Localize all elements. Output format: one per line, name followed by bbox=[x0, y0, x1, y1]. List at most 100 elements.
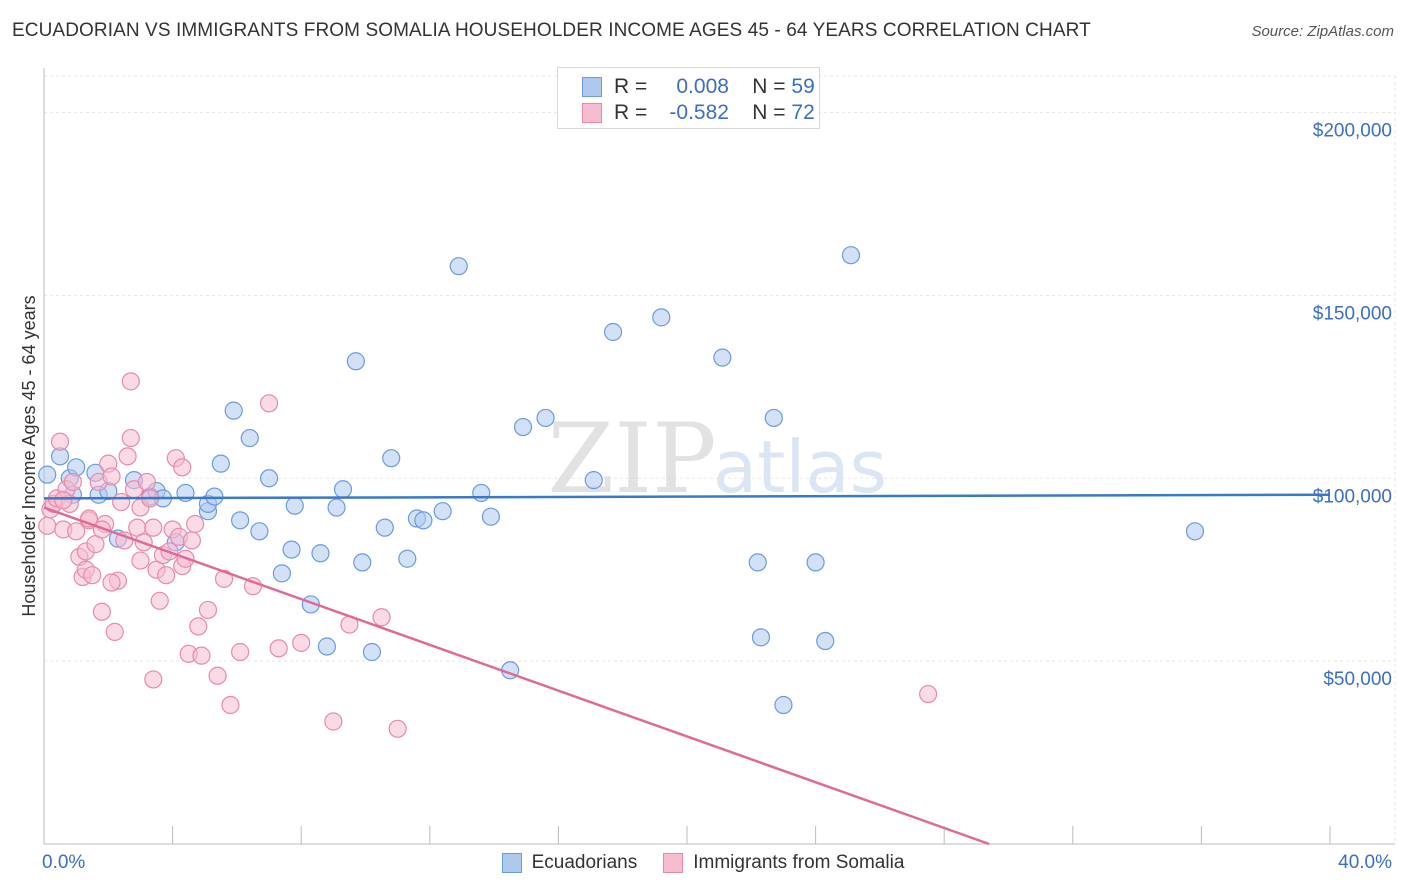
watermark-zip: ZIP bbox=[547, 403, 716, 515]
point-somalia bbox=[150, 591, 169, 610]
y-axis-label: Householder Income Ages 45 - 64 years bbox=[19, 295, 39, 616]
point-ecuadorian bbox=[333, 480, 353, 499]
n-value: 72 bbox=[791, 101, 815, 124]
point-somalia bbox=[54, 491, 73, 510]
point-somalia bbox=[63, 472, 83, 492]
point-ecuadorian bbox=[652, 308, 671, 327]
point-ecuadorian bbox=[472, 483, 491, 503]
watermark: ZIP atlas bbox=[547, 403, 887, 515]
point-somalia bbox=[92, 602, 111, 621]
n-label: N = bbox=[752, 75, 786, 98]
y-tick-label: $150,000 bbox=[1313, 303, 1392, 324]
point-ecuadorian bbox=[311, 544, 330, 563]
point-ecuadorian bbox=[224, 401, 243, 420]
point-somalia bbox=[112, 492, 131, 512]
series-somalia bbox=[38, 372, 938, 738]
y-tick-label: $200,000 bbox=[1313, 121, 1392, 142]
point-somalia bbox=[231, 642, 250, 662]
point-somalia bbox=[121, 372, 140, 391]
point-somalia bbox=[102, 573, 121, 592]
point-somalia bbox=[144, 518, 163, 537]
correlation-legend: R = 0.008 N = 59 R = -0.582 N = 72 bbox=[557, 67, 820, 129]
chart-title: ECUADORIAN VS IMMIGRANTS FROM SOMALIA HO… bbox=[12, 20, 1091, 41]
legend-label: Immigrants from Somalia bbox=[693, 852, 905, 873]
point-somalia bbox=[292, 633, 311, 652]
source-label: Source: ZipAtlas.com bbox=[1251, 23, 1394, 40]
point-ecuadorian bbox=[398, 549, 417, 568]
point-ecuadorian bbox=[285, 496, 304, 515]
point-somalia bbox=[105, 622, 124, 641]
point-ecuadorian bbox=[231, 511, 250, 530]
legend-swatch-pink bbox=[663, 853, 684, 873]
point-ecuadorian bbox=[603, 322, 623, 342]
point-somalia bbox=[269, 639, 288, 658]
point-ecuadorian bbox=[449, 257, 468, 276]
point-somalia bbox=[83, 566, 102, 585]
legend-item-somalia[interactable]: Immigrants from Somalia bbox=[663, 852, 904, 874]
point-somalia bbox=[92, 520, 111, 539]
point-somalia bbox=[131, 551, 150, 570]
r-label: R = bbox=[614, 101, 648, 124]
point-ecuadorian bbox=[816, 631, 835, 651]
trend-line-ecuadorians bbox=[43, 493, 1331, 500]
point-somalia bbox=[189, 617, 208, 636]
point-somalia bbox=[137, 472, 156, 492]
legend-swatch-blue bbox=[582, 77, 602, 97]
trend-line-somalia bbox=[43, 506, 990, 846]
point-somalia bbox=[198, 600, 218, 620]
y-tick-label: $100,000 bbox=[1313, 486, 1392, 507]
legend-swatch-pink bbox=[582, 103, 602, 123]
point-ecuadorian bbox=[713, 348, 732, 367]
r-value: -0.582 bbox=[669, 101, 729, 124]
point-ecuadorian bbox=[481, 507, 500, 526]
point-ecuadorian bbox=[272, 564, 292, 583]
legend-swatch-blue bbox=[501, 853, 522, 873]
point-ecuadorian bbox=[327, 498, 346, 517]
point-somalia bbox=[118, 447, 137, 466]
point-ecuadorian bbox=[806, 553, 825, 572]
axes bbox=[43, 68, 1395, 845]
point-ecuadorian bbox=[317, 637, 337, 656]
trend-lines bbox=[43, 493, 1331, 846]
point-ecuadorian bbox=[841, 246, 861, 265]
point-ecuadorian bbox=[375, 518, 394, 537]
point-ecuadorian bbox=[584, 471, 603, 490]
point-ecuadorian bbox=[211, 454, 230, 473]
point-ecuadorian bbox=[513, 417, 533, 437]
series-legend: Ecuadorians Immigrants from Somalia bbox=[0, 852, 1406, 874]
point-somalia bbox=[102, 467, 121, 486]
point-ecuadorian bbox=[414, 511, 433, 530]
point-somalia bbox=[186, 514, 205, 534]
point-somalia bbox=[50, 432, 70, 451]
legend-item-ecuadorians[interactable]: Ecuadorians bbox=[501, 852, 637, 874]
legend-row-somalia: R = -0.582 N = 72 bbox=[582, 100, 815, 126]
point-ecuadorian bbox=[250, 522, 269, 541]
point-ecuadorian bbox=[353, 553, 372, 572]
point-ecuadorian bbox=[751, 628, 771, 647]
point-ecuadorian bbox=[38, 465, 57, 484]
point-ecuadorian bbox=[282, 540, 301, 559]
r-label: R = bbox=[614, 75, 648, 98]
point-ecuadorian bbox=[536, 408, 555, 428]
legend-row-ecuadorians: R = 0.008 N = 59 bbox=[582, 74, 815, 100]
point-somalia bbox=[38, 516, 57, 535]
x-tick-label-max: 40.0% bbox=[1338, 852, 1392, 873]
series-ecuadorians bbox=[38, 246, 1205, 715]
x-tick-label-min: 0.0% bbox=[42, 852, 86, 873]
point-ecuadorian bbox=[764, 408, 783, 428]
point-ecuadorian bbox=[362, 642, 382, 662]
point-somalia bbox=[324, 712, 343, 731]
point-ecuadorian bbox=[259, 469, 279, 488]
r-value: 0.008 bbox=[676, 75, 729, 98]
point-somalia bbox=[157, 566, 176, 585]
point-ecuadorian bbox=[1185, 522, 1205, 541]
point-somalia bbox=[67, 522, 86, 541]
y-tick-labels: $50,000 $100,000 $150,000 $200,000 bbox=[1313, 121, 1392, 691]
point-ecuadorian bbox=[433, 502, 452, 521]
point-somalia bbox=[208, 666, 227, 685]
point-ecuadorian bbox=[774, 695, 793, 715]
point-somalia bbox=[121, 428, 140, 448]
point-somalia bbox=[144, 670, 163, 689]
n-value: 59 bbox=[791, 75, 815, 98]
